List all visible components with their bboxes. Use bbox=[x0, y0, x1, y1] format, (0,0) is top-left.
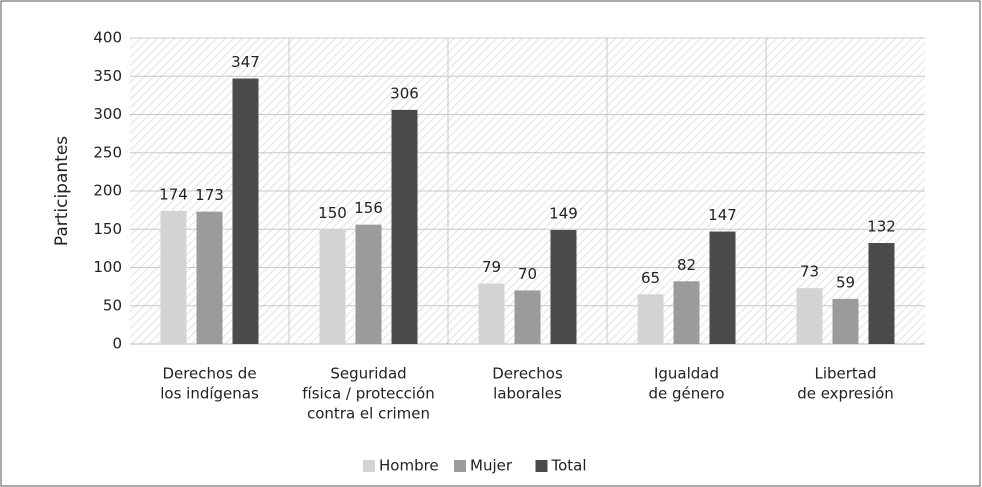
value-label: 156 bbox=[354, 199, 383, 217]
x-tick-label: Derechos bbox=[492, 365, 563, 383]
bar bbox=[673, 281, 700, 344]
bar bbox=[232, 78, 259, 345]
value-label: 73 bbox=[800, 263, 819, 281]
x-tick-label: contra el crimen bbox=[307, 405, 430, 423]
y-tick-label: 150 bbox=[93, 220, 122, 238]
value-label: 147 bbox=[708, 206, 737, 224]
y-tick-label: 250 bbox=[93, 143, 122, 161]
bar bbox=[196, 211, 223, 344]
x-tick-label: laborales bbox=[493, 385, 562, 403]
value-label: 173 bbox=[195, 186, 224, 204]
legend-swatch bbox=[535, 460, 548, 472]
y-axis-label: Participantes bbox=[52, 136, 72, 246]
x-tick-label: Seguridad bbox=[330, 365, 406, 383]
bar bbox=[637, 294, 664, 344]
legend-label: Mujer bbox=[470, 457, 513, 475]
x-tick-label: de género bbox=[648, 385, 724, 403]
legend-swatch bbox=[454, 460, 466, 472]
bar bbox=[355, 224, 382, 344]
y-tick-label: 350 bbox=[93, 67, 122, 85]
bar bbox=[514, 290, 541, 344]
bar bbox=[391, 109, 418, 344]
y-tick-label: 200 bbox=[93, 182, 122, 200]
bar bbox=[550, 230, 577, 344]
y-tick-label: 300 bbox=[93, 105, 122, 123]
y-tick-label: 0 bbox=[112, 335, 122, 353]
bar bbox=[709, 231, 736, 344]
y-tick-label: 400 bbox=[93, 29, 122, 47]
value-label: 149 bbox=[549, 205, 578, 223]
x-tick-label: de expresión bbox=[797, 385, 894, 403]
value-label: 82 bbox=[677, 256, 696, 274]
bar bbox=[319, 229, 346, 344]
x-tick-label: Derechos de bbox=[162, 365, 256, 383]
legend-label: Hombre bbox=[379, 457, 439, 475]
bar bbox=[478, 283, 505, 344]
y-tick-label: 100 bbox=[93, 258, 122, 276]
legend-label: Total bbox=[551, 457, 587, 475]
bar bbox=[796, 288, 823, 344]
x-tick-label: física / protección bbox=[302, 385, 434, 403]
bar bbox=[868, 243, 895, 344]
value-label: 150 bbox=[318, 204, 347, 222]
x-tick-label: los indígenas bbox=[160, 385, 259, 403]
value-label: 132 bbox=[867, 218, 896, 236]
value-label: 174 bbox=[159, 185, 188, 203]
value-label: 70 bbox=[518, 265, 537, 283]
value-label: 347 bbox=[231, 53, 260, 71]
value-label: 65 bbox=[641, 269, 660, 287]
x-tick-label: Igualdad bbox=[654, 365, 719, 383]
x-tick-label: Libertad bbox=[814, 365, 876, 383]
value-label: 79 bbox=[482, 258, 501, 276]
bar bbox=[832, 298, 859, 344]
bar bbox=[160, 210, 187, 344]
y-tick-label: 50 bbox=[103, 296, 122, 314]
value-label: 306 bbox=[390, 84, 419, 102]
legend-swatch bbox=[363, 460, 375, 472]
value-label: 59 bbox=[836, 273, 855, 291]
